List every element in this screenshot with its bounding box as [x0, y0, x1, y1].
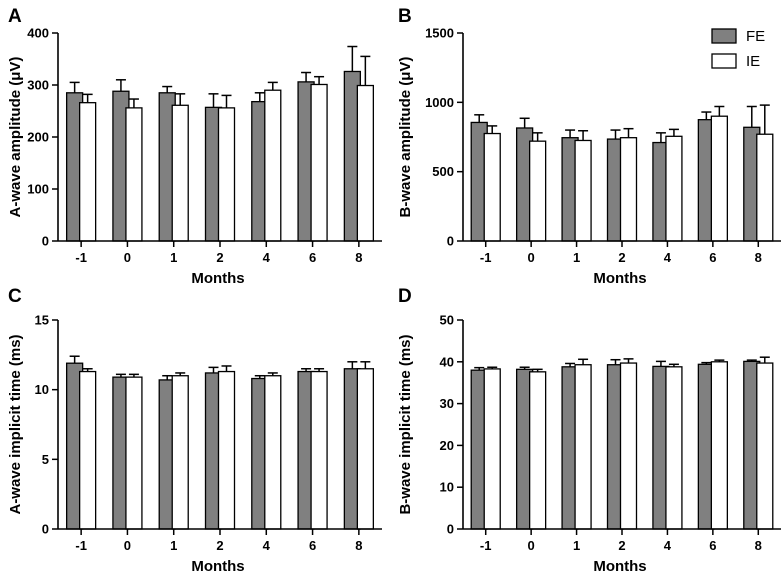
x-tick-label: -1 [75, 538, 87, 553]
legend-swatch-ie [711, 53, 737, 69]
y-axis-title: A-wave implicit time (ms) [7, 334, 24, 514]
bar-ie [756, 362, 774, 530]
x-tick-label: -1 [75, 250, 87, 265]
bar-ie [125, 107, 143, 242]
y-tick-label: 100 [27, 182, 49, 197]
bar-ie [217, 370, 236, 530]
x-tick-label: -1 [480, 250, 492, 265]
bar-ie [171, 104, 189, 242]
panel-letter: C [8, 286, 22, 307]
legend-label-ie: IE [746, 53, 760, 70]
bar-ie [310, 370, 328, 530]
y-tick-label: 10 [35, 382, 49, 397]
y-tick-label: 0 [447, 522, 454, 537]
y-tick-label: 40 [440, 354, 454, 369]
x-tick-label: 2 [216, 538, 223, 553]
bar-ie [574, 139, 592, 242]
x-tick-label: 2 [618, 250, 625, 265]
chart-panel-d: D 0 10 20 30 40 50 -1 0 1 2 4 6 8 Months B-wave implici… [397, 286, 781, 575]
x-axis-title: Months [593, 270, 646, 287]
x-tick-label: 0 [528, 250, 535, 265]
y-tick-label: 0 [42, 234, 49, 249]
bar-ie [483, 132, 501, 242]
bar-ie [665, 135, 683, 242]
x-tick-label: 2 [618, 538, 625, 553]
x-tick-label: 4 [263, 250, 271, 265]
y-tick-label: 15 [35, 313, 49, 328]
bar-ie [356, 368, 375, 530]
y-axis-title: B-wave implicit time (ms) [397, 334, 414, 514]
x-tick-label: 8 [355, 538, 362, 553]
chart-panel-a: A 0 100 200 300 400 -1 0 1 2 4 6 8 Months A-wave ampli… [7, 6, 382, 287]
y-tick-label: 5 [42, 452, 49, 467]
legend-label-fe: FE [746, 28, 765, 45]
x-tick-label: -1 [480, 538, 492, 553]
legend: FE IE [711, 28, 765, 70]
x-tick-label: 1 [170, 538, 177, 553]
bar-ie [665, 366, 683, 530]
y-axis-title: B-wave amplitude (μV) [397, 57, 414, 218]
bar-ie [78, 370, 97, 530]
y-tick-label: 30 [440, 396, 454, 411]
y-tick-label: 10 [440, 480, 454, 495]
bar-ie [171, 375, 189, 530]
x-tick-label: 4 [664, 538, 672, 553]
y-tick-label: 1000 [425, 95, 454, 110]
x-axis-title: Months [191, 270, 244, 287]
x-tick-label: 0 [124, 250, 131, 265]
panel-letter: D [398, 286, 412, 307]
bar-ie [264, 375, 282, 530]
x-tick-label: 1 [170, 250, 177, 265]
bar-ie [619, 137, 638, 242]
y-tick-label: 50 [440, 313, 454, 328]
y-tick-label: 300 [27, 78, 49, 93]
bar-ie [710, 115, 729, 242]
y-axis-title: A-wave amplitude (μV) [7, 57, 24, 218]
bar-ie [619, 362, 638, 530]
y-tick-label: 500 [432, 164, 454, 179]
x-tick-label: 0 [124, 538, 131, 553]
x-tick-label: 6 [309, 538, 316, 553]
y-tick-label: 400 [27, 26, 49, 41]
bar-ie [528, 371, 547, 530]
x-tick-label: 8 [355, 250, 362, 265]
bar-ie [125, 376, 143, 530]
y-tick-label: 0 [447, 234, 454, 249]
bar-ie [310, 83, 328, 242]
x-axis-title: Months [593, 558, 646, 575]
x-tick-label: 4 [664, 250, 672, 265]
legend-swatch-fe [711, 28, 737, 44]
bar-ie [264, 89, 282, 242]
x-tick-label: 1 [573, 250, 580, 265]
x-tick-label: 4 [263, 538, 271, 553]
x-tick-label: 6 [309, 250, 316, 265]
panel-letter: B [398, 6, 412, 27]
chart-panel-b: B 0 500 1000 1500 -1 0 1 2 4 6 8 Months B-wave amplit… [397, 6, 781, 287]
bar-ie [528, 140, 547, 242]
bar-ie [710, 361, 729, 530]
y-tick-label: 0 [42, 522, 49, 537]
x-tick-label: 8 [755, 250, 762, 265]
x-axis-title: Months [191, 558, 244, 575]
bar-ie [356, 84, 375, 242]
bar-ie [78, 102, 97, 242]
chart-panel-c: C 0 5 10 15 -1 0 1 2 4 6 8 Months A-wave implicit tim… [7, 286, 382, 575]
bar-ie [574, 364, 592, 530]
x-tick-label: 2 [216, 250, 223, 265]
bar-ie [217, 107, 236, 242]
y-tick-label: 200 [27, 130, 49, 145]
x-tick-label: 6 [709, 250, 716, 265]
y-tick-label: 20 [440, 438, 454, 453]
x-tick-label: 1 [573, 538, 580, 553]
y-tick-label: 1500 [425, 26, 454, 41]
x-tick-label: 0 [528, 538, 535, 553]
bar-ie [756, 133, 774, 242]
x-tick-label: 6 [709, 538, 716, 553]
bar-ie [483, 368, 501, 530]
panel-letter: A [8, 6, 22, 27]
x-tick-label: 8 [755, 538, 762, 553]
